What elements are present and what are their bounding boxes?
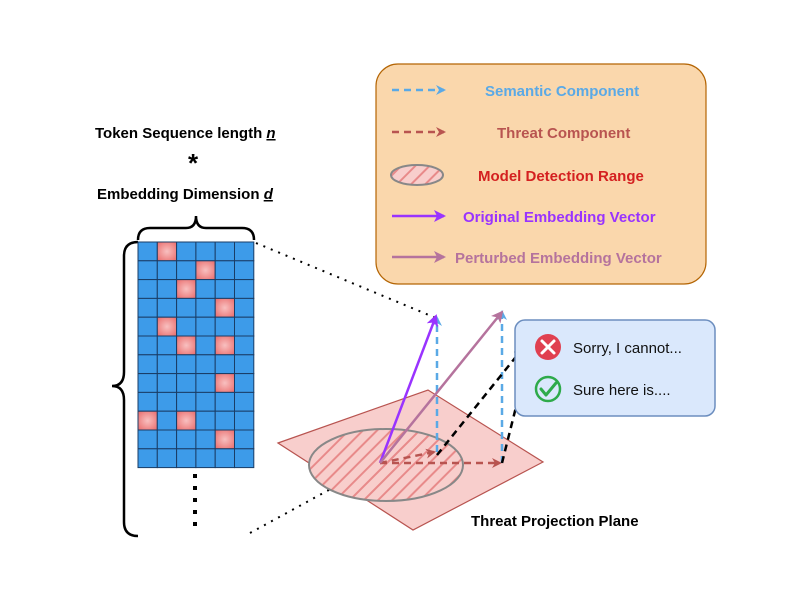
matrix-cell [176,354,197,375]
matrix-cell-highlighted [214,373,235,393]
legend-detection-label: Model Detection Range [478,168,644,185]
matrix-cell-highlighted [176,410,197,431]
matrix-cell [195,335,216,356]
matrix-cell-highlighted [176,279,197,299]
matrix-cell [214,410,235,431]
multiply-symbol: * [188,148,199,178]
matrix-cell [137,354,158,375]
refusal-response-text: Sorry, I cannot... [573,340,682,357]
original-embedding-vector [378,314,439,464]
response-box [514,319,716,417]
matrix-cell [214,279,235,299]
matrix-cell [176,260,197,281]
matrix-cell [234,429,255,450]
compliance-response-text: Sure here is.... [573,382,671,399]
embedding-dimension-label: Embedding Dimension d [97,186,274,203]
matrix-cell [176,391,197,412]
legend-threat-label: Threat Component [497,125,630,142]
matrix-cell [195,391,216,412]
threat-plane-label: Threat Projection Plane [471,513,639,530]
matrix-cell [137,316,158,337]
matrix-cell [214,448,235,469]
matrix-cell [234,335,255,356]
matrix-cell [234,297,255,318]
matrix-cell [195,316,216,337]
matrix-cell [234,316,255,337]
matrix-cell [195,297,216,318]
matrix-cell [176,241,197,262]
model-detection-range [308,428,464,502]
matrix-cell [156,448,178,469]
check-circle-icon [534,375,562,403]
matrix-cell-highlighted [137,410,158,431]
matrix-cell [176,448,197,469]
matrix-cell [156,297,178,318]
matrix-cell [137,391,158,412]
legend-original-label: Original Embedding Vector [463,209,656,226]
matrix-cell [234,391,255,412]
matrix-cell [137,335,158,356]
matrix-cell-highlighted [176,335,197,356]
matrix-cell-highlighted [214,335,235,356]
matrix-cell [195,410,216,431]
matrix-cell [176,429,197,450]
matrix-cell [195,373,216,393]
matrix-cell [214,260,235,281]
top-brace [136,215,256,241]
embedding-matrix [137,241,255,469]
matrix-cell-highlighted [214,297,235,318]
matrix-cell [234,448,255,469]
matrix-cell [156,429,178,450]
matrix-cell [214,241,235,262]
matrix-cell [214,391,235,412]
matrix-cell [195,448,216,469]
matrix-cell [234,241,255,262]
projection-line-bottom [249,461,381,534]
matrix-cell-highlighted [156,316,178,337]
matrix-cell [156,410,178,431]
threat-component-original [379,448,436,465]
matrix-cell [137,429,158,450]
matrix-cell [214,354,235,375]
legend-semantic-label: Semantic Component [485,83,639,100]
matrix-cell [156,279,178,299]
matrix-cell-highlighted [195,260,216,281]
matrix-cell [156,335,178,356]
matrix-cell [156,354,178,375]
matrix-cell [234,410,255,431]
legend-box [375,63,707,285]
token-sequence-label: Token Sequence length n [95,125,276,142]
matrix-cell [176,373,197,393]
matrix-cell [137,241,158,262]
matrix-cell [137,279,158,299]
matrix-cell-highlighted [214,429,235,450]
matrix-cell [137,448,158,469]
matrix-cell-highlighted [156,241,178,262]
matrix-cell [234,354,255,375]
matrix-cell [195,429,216,450]
connector-to-refusal [436,352,520,456]
projection-line-top [255,242,437,319]
matrix-cell [195,279,216,299]
legend-perturbed-label: Perturbed Embedding Vector [455,250,662,267]
legend-detection-swatch [390,164,444,186]
matrix-cell [234,260,255,281]
matrix-cell [156,260,178,281]
matrix-cell [195,354,216,375]
matrix-cell [137,297,158,318]
cross-circle-icon [535,334,561,360]
matrix-cell [195,241,216,262]
matrix-cell [214,316,235,337]
left-brace [111,240,139,538]
matrix-cell [156,391,178,412]
matrix-cell [156,373,178,393]
perturbed-embedding-vector [379,310,504,464]
matrix-cell [137,373,158,393]
matrix-cell [176,297,197,318]
matrix-cell [234,373,255,393]
matrix-cell [234,279,255,299]
matrix-cell [176,316,197,337]
matrix-cell [137,260,158,281]
